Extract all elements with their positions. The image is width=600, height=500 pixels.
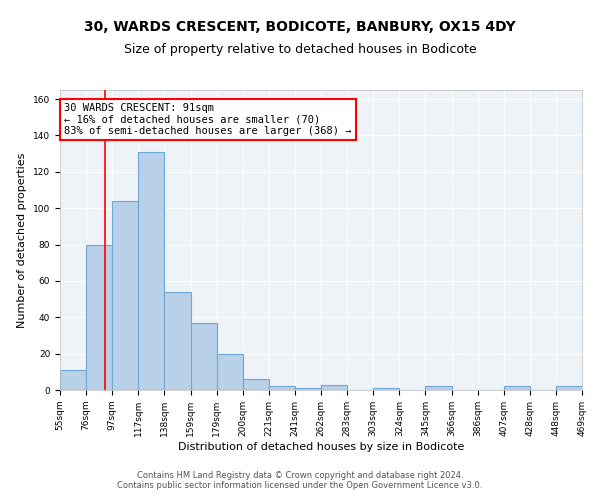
Text: Distribution of detached houses by size in Bodicote: Distribution of detached houses by size … xyxy=(178,442,464,452)
Bar xyxy=(556,386,582,390)
Bar xyxy=(112,201,139,390)
Bar xyxy=(86,244,112,390)
Bar xyxy=(295,388,321,390)
Bar xyxy=(217,354,243,390)
Text: 30, WARDS CRESCENT, BODICOTE, BANBURY, OX15 4DY: 30, WARDS CRESCENT, BODICOTE, BANBURY, O… xyxy=(84,20,516,34)
Text: Size of property relative to detached houses in Bodicote: Size of property relative to detached ho… xyxy=(124,42,476,56)
Bar xyxy=(243,379,269,390)
Bar xyxy=(425,386,452,390)
Text: 30 WARDS CRESCENT: 91sqm
← 16% of detached houses are smaller (70)
83% of semi-d: 30 WARDS CRESCENT: 91sqm ← 16% of detach… xyxy=(64,102,352,136)
Bar xyxy=(164,292,191,390)
Bar xyxy=(269,386,295,390)
Bar xyxy=(373,388,400,390)
Bar xyxy=(191,322,217,390)
Bar xyxy=(321,384,347,390)
Bar xyxy=(60,370,86,390)
Text: Contains HM Land Registry data © Crown copyright and database right 2024.
Contai: Contains HM Land Registry data © Crown c… xyxy=(118,470,482,490)
Bar xyxy=(139,152,164,390)
Y-axis label: Number of detached properties: Number of detached properties xyxy=(17,152,28,328)
Bar xyxy=(504,386,530,390)
